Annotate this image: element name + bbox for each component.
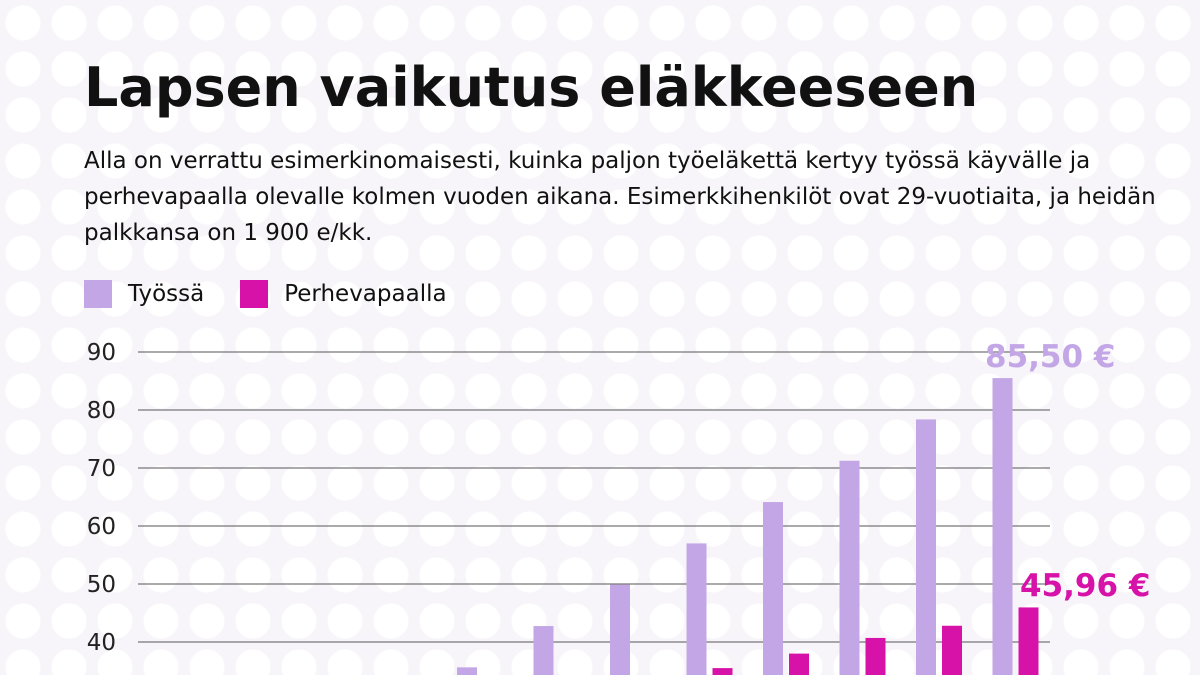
bars-group (457, 378, 1039, 675)
bar-tyossa-10 (839, 460, 860, 675)
bar-tyossa-12 (992, 378, 1013, 675)
bar-tyossa-8 (686, 543, 707, 675)
bar-tyossa-6 (533, 626, 554, 675)
bar-perhevapaalla-10 (865, 637, 886, 675)
bar-perhevapaalla-9 (789, 653, 809, 675)
y-tick-label-90: 90 (87, 340, 116, 366)
legend-label-tyossa: Työssä (128, 281, 205, 307)
value-label-perhevapaalla: 45,96 € (1020, 568, 1150, 604)
legend-label-perhevapaalla: Perhevapaalla (284, 281, 447, 307)
legend-item-tyossa: Työssä (84, 280, 204, 308)
legend-swatch-tyossa (84, 280, 112, 308)
legend: Työssä Perhevapaalla (84, 280, 483, 308)
bar-tyossa-5 (457, 667, 477, 675)
bar-perhevapaalla-11 (942, 625, 962, 675)
y-tick-label-80: 80 (87, 398, 116, 424)
y-tick-label-70: 70 (87, 456, 116, 482)
bar-tyossa-11 (916, 419, 936, 675)
bar-perhevapaalla-8 (712, 668, 733, 675)
legend-swatch-perhevapaalla (240, 280, 269, 308)
y-tick-label-50: 50 (87, 572, 116, 598)
chart-title: Lapsen vaikutus eläkkeeseen (84, 56, 979, 119)
y-tick-label-60: 60 (87, 514, 116, 540)
bar-perhevapaalla-12 (1018, 607, 1039, 675)
bar-tyossa-9 (763, 502, 783, 675)
bar-tyossa-7 (610, 584, 630, 675)
chart-description: Alla on verrattu esimerkinomaisesti, kui… (84, 148, 1156, 246)
y-tick-label-40: 40 (87, 630, 116, 656)
value-label-tyossa: 85,50 € (985, 339, 1115, 375)
legend-item-perhevapaalla: Perhevapaalla (240, 280, 447, 308)
